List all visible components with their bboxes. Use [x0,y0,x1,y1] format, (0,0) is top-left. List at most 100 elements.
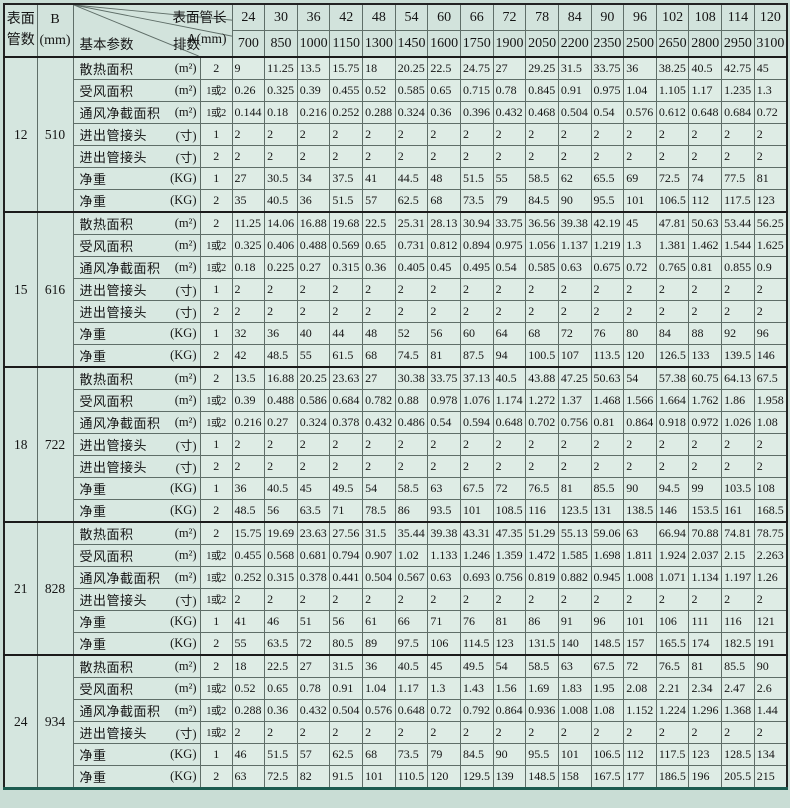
param-unit: (寸) [175,284,197,298]
value-cell: 1.95 [590,677,625,700]
value-cell: 133 [688,344,723,368]
value-cell: 11.25 [231,211,266,235]
value-cell: 1.105 [655,79,690,102]
value-cell: 0.864 [492,699,527,722]
value-cell: 0.65 [362,234,396,257]
value-cell: 2 [231,433,266,456]
param-row-count: 2 [199,300,233,323]
param-unit: (KG) [170,348,197,362]
param-unit: (KG) [170,171,197,185]
value-cell: 82 [296,765,331,789]
param-unit: (寸) [175,439,197,453]
value-cell: 33.75 [492,211,527,235]
value-cell: 0.495 [459,256,494,279]
value-cell: 81 [427,344,461,368]
param-row-count: 2 [199,455,233,478]
value-cell: 1.02 [394,544,429,567]
value-cell: 0.78 [296,677,331,700]
corner-b-header: B (mm) [36,3,74,58]
value-cell: 0.72 [753,101,788,124]
value-cell: 2 [264,455,298,478]
corner-tube-count-line2: 管数 [6,32,35,48]
value-cell: 2 [264,278,298,301]
value-cell: 0.907 [362,544,396,567]
value-cell: 101 [459,499,494,523]
value-cell: 0.792 [459,699,494,722]
value-cell: 76.5 [655,654,690,678]
value-cell: 2 [231,278,266,301]
value-cell: 89 [362,632,396,656]
value-cell: 139.5 [721,344,755,368]
col-header-tube-count: 42 [329,3,364,31]
value-cell: 66.94 [655,521,690,545]
value-cell: 47.81 [655,211,690,235]
value-cell: 64 [492,322,527,345]
value-cell: 1.296 [688,699,723,722]
diagonal-lines [74,5,231,56]
value-cell: 148.5 [525,765,559,789]
value-cell: 0.216 [296,101,331,124]
value-cell: 16.88 [296,211,331,235]
param-label-wrap: 净重 (KG) [74,169,199,188]
group-tube-count: 12 [3,56,38,213]
value-cell: 146 [655,499,690,523]
value-cell: 2.21 [655,677,690,700]
value-cell: 0.63 [557,256,592,279]
value-cell: 106 [427,632,461,656]
param-unit: (寸) [175,594,197,608]
param-name: 通风净截面积 [79,571,161,586]
value-cell: 84.5 [459,743,494,766]
param-label-wrap: 受风面积 (m²) [74,679,199,698]
param-name: 散热面积 [79,62,134,77]
param-label-cell: 散热面积 (m²) [72,366,201,390]
param-name: 进出管接头 [79,726,148,741]
value-cell: 0.72 [427,699,461,722]
col-header-length: 2800 [688,30,723,58]
value-cell: 215 [753,765,788,789]
value-cell: 2 [525,278,559,301]
value-cell: 2 [557,433,592,456]
param-label-cell: 净重 (KG) [72,167,201,190]
param-row-count: 1或2 [199,411,233,434]
col-header-tube-count: 102 [655,3,690,31]
value-cell: 158 [557,765,592,789]
param-label-cell: 进出管接头 (寸) [72,455,201,478]
corner-tube-count-line1: 表面 [6,12,35,28]
value-cell: 34 [296,167,331,190]
value-cell: 1.381 [655,234,690,257]
value-cell: 81 [557,477,592,500]
value-cell: 0.39 [296,79,331,102]
param-label-cell: 净重 (KG) [72,477,201,500]
param-label-cell: 进出管接头 (寸) [72,145,201,168]
param-label-wrap: 进出管接头 (寸) [74,457,199,476]
param-name: 净重 [79,349,107,364]
value-cell: 46 [231,743,266,766]
value-cell: 1.811 [623,544,657,567]
param-name: 受风面积 [79,394,134,409]
value-cell: 58.5 [525,167,559,190]
value-cell: 2 [231,123,266,146]
value-cell: 1.544 [721,234,755,257]
param-row-count: 1或2 [199,699,233,722]
param-name: 进出管接头 [79,305,148,320]
value-cell: 92 [721,322,755,345]
value-cell: 2 [753,278,788,301]
value-cell: 31.5 [362,521,396,545]
value-cell: 73.5 [394,743,429,766]
diagonal-header: 表面管长 A(mm) 基本参数 排数 [72,3,233,58]
value-cell: 45 [623,211,657,235]
value-cell: 2 [688,145,723,168]
value-cell: 120 [427,765,461,789]
value-cell: 2 [590,588,625,611]
value-cell: 66 [394,610,429,633]
param-unit: (KG) [170,481,197,495]
value-cell: 103.5 [721,477,755,500]
value-cell: 20.25 [296,366,331,390]
value-cell: 2 [296,721,331,744]
param-label-wrap: 散热面积 (m²) [74,59,199,78]
value-cell: 0.782 [362,389,396,412]
value-cell: 2 [329,123,364,146]
value-cell: 42 [231,344,266,368]
value-cell: 0.225 [264,256,298,279]
value-cell: 0.894 [459,234,494,257]
